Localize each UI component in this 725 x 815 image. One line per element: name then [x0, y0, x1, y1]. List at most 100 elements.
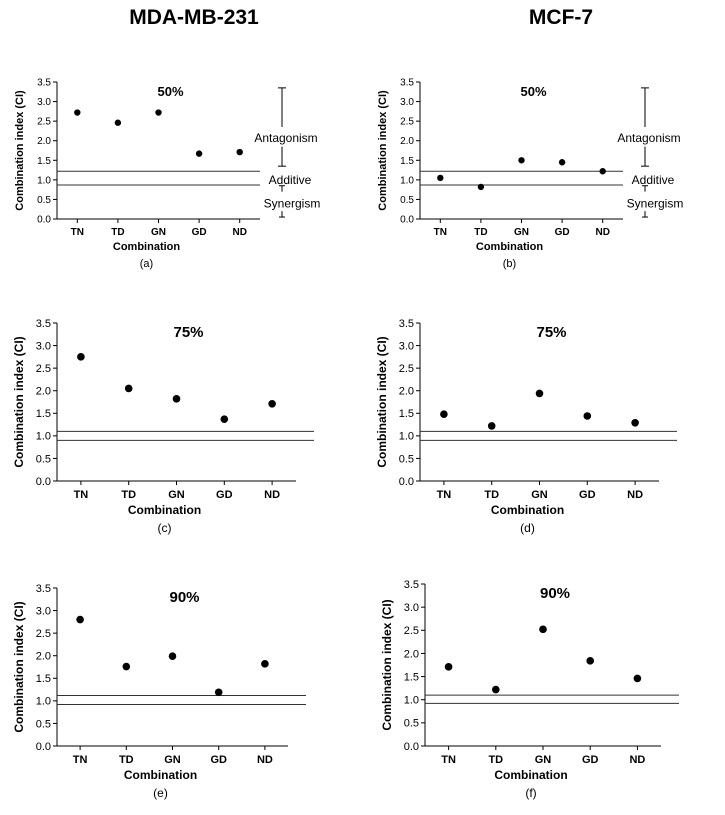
chart-panel-e: 0.0 0.5 1.0 1.5 2.0 2.5 3.0 3.5 TN TD GN GD ND 90% Com… [12, 583, 306, 800]
chart-title: 50% [520, 84, 546, 99]
y-tick-label: 1.5 [399, 408, 414, 420]
x-tick-label: TD [121, 489, 136, 501]
y-tick-label: 2.5 [37, 117, 51, 128]
x-tick-label: GD [192, 227, 207, 238]
x-axis-label: Combination [494, 768, 567, 782]
y-tick-label: 1.0 [37, 175, 51, 186]
data-point [492, 685, 500, 694]
x-tick-label: GN [151, 227, 166, 238]
y-tick-label: 3.0 [400, 97, 414, 108]
x-tick-label: TN [73, 754, 88, 766]
y-tick-label: 3.0 [36, 605, 51, 617]
y-tick-label: 3.5 [399, 318, 414, 330]
y-axis-label: Combination index (CI) [14, 90, 26, 211]
y-tick-label: 2.0 [36, 386, 51, 398]
data-point [122, 662, 131, 671]
x-tick-label: GN [514, 227, 529, 238]
y-tick-label: 3.5 [36, 583, 51, 595]
x-axis-label: Combination [124, 768, 197, 782]
region-label-synergism: Synergism [264, 197, 321, 211]
y-tick-label: 2.5 [399, 363, 414, 375]
x-axis-label: Combination [476, 241, 543, 253]
x-tick-label: TN [441, 754, 456, 766]
data-point [268, 400, 276, 408]
data-point [444, 663, 453, 671]
y-axis-label: Combination index (CI) [12, 601, 26, 732]
y-tick-label: 1.0 [404, 695, 419, 707]
chart-panel-c: 0.0 0.5 1.0 1.5 2.0 2.5 3.0 3.5 TN TD GN GD ND 75% Com… [12, 318, 314, 535]
y-tick-label: 3.5 [404, 579, 419, 591]
x-tick-label: ND [232, 227, 246, 238]
region-label-additive: Additive [632, 173, 675, 187]
y-tick-label: 3.5 [400, 78, 414, 89]
y-tick-label: 0.5 [400, 195, 414, 206]
y-tick-label: 3.5 [37, 78, 51, 89]
data-point [195, 150, 203, 157]
y-axis-label: Combination index (CI) [375, 336, 389, 467]
x-tick-label: TN [71, 227, 84, 238]
x-axis-label: Combination [491, 503, 564, 517]
x-tick-label: ND [264, 489, 280, 501]
data-point [633, 674, 642, 683]
y-tick-label: 0.0 [36, 741, 51, 753]
x-tick-label: GN [168, 489, 185, 501]
x-tick-label: TD [119, 754, 134, 766]
panel-label: (f) [525, 786, 536, 800]
chart-title: 75% [173, 324, 203, 341]
y-tick-label: 2.0 [37, 136, 51, 147]
y-tick-label: 3.5 [36, 318, 51, 330]
column-title-mcf-7: MCF-7 [528, 6, 594, 29]
x-tick-label: ND [627, 489, 643, 501]
x-tick-label: TN [74, 489, 89, 501]
x-tick-label: ND [595, 227, 609, 238]
data-point [586, 657, 594, 665]
x-tick-label: GN [535, 754, 552, 766]
y-tick-label: 2.0 [36, 651, 51, 663]
y-tick-label: 0.0 [399, 476, 414, 488]
panel-label: (e) [153, 786, 168, 800]
y-tick-label: 0.5 [37, 195, 51, 206]
data-point [124, 384, 133, 393]
region-label-synergism: Synergism [627, 197, 684, 211]
y-tick-label: 2.5 [36, 628, 51, 640]
data-point [77, 353, 85, 361]
data-point [440, 410, 448, 418]
y-tick-label: 2.0 [400, 136, 414, 147]
y-tick-label: 2.5 [404, 625, 419, 637]
y-tick-label: 2.0 [399, 386, 414, 398]
y-tick-label: 0.0 [404, 741, 419, 753]
data-point [168, 652, 177, 660]
region-label-antagonism: Antagonism [254, 131, 317, 145]
data-point [220, 415, 229, 423]
data-point [155, 109, 162, 116]
x-tick-label: GD [210, 754, 227, 766]
y-tick-label: 1.0 [36, 431, 51, 443]
data-point [631, 418, 639, 427]
data-point [437, 174, 444, 182]
y-axis-label: Combination index (CI) [377, 90, 389, 211]
x-tick-label: GD [216, 489, 233, 501]
x-axis-label: Combination [113, 241, 180, 253]
chart-title: 75% [536, 324, 566, 341]
y-tick-label: 1.5 [37, 156, 51, 167]
panel-label: (a) [140, 258, 153, 270]
chart-panel-b: 0.0 0.5 1.0 1.5 2.0 2.5 3.0 3.5 TN TD GN GD ND 50% Com… [377, 78, 684, 271]
y-tick-label: 1.0 [36, 696, 51, 708]
y-tick-label: 2.0 [404, 648, 419, 660]
data-point [74, 109, 81, 116]
y-tick-label: 3.0 [399, 340, 414, 352]
x-tick-label: ND [257, 754, 273, 766]
data-point [487, 422, 496, 430]
data-point [583, 412, 592, 420]
column-title-mda-mb-231: MDA-MB-231 [129, 6, 259, 29]
y-tick-label: 1.0 [400, 175, 414, 186]
y-tick-label: 1.5 [404, 671, 419, 683]
panel-label: (c) [158, 521, 172, 535]
x-tick-label: GD [582, 754, 599, 766]
data-point [558, 159, 566, 166]
y-tick-label: 0.5 [404, 718, 419, 730]
y-tick-label: 2.5 [400, 117, 414, 128]
x-tick-label: GN [531, 489, 548, 501]
x-tick-label: TD [484, 489, 499, 501]
y-tick-label: 1.0 [399, 431, 414, 443]
